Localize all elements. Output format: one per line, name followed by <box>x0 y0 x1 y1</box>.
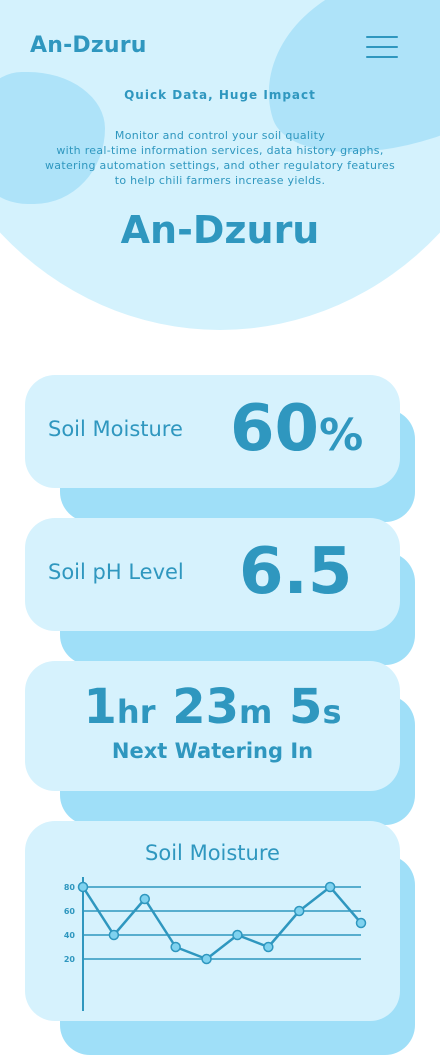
chart-data-point <box>355 917 367 929</box>
soil-moisture-card: Soil Moisture 60% <box>25 375 415 522</box>
soil-moisture-value: 60% <box>230 391 363 474</box>
soil-ph-card: Soil pH Level 6.5 <box>25 518 415 665</box>
soil-moisture-chart-card: Soil Moisture 80 60 40 20 <box>25 821 415 1055</box>
chart-data-point <box>170 941 181 953</box>
chart-series-line <box>81 885 362 961</box>
card-body: Soil pH Level 6.5 <box>25 518 400 631</box>
soil-ph-value: 6.5 <box>239 535 353 609</box>
chart-title: Soil Moisture <box>145 841 280 865</box>
description-line: with real-time information services, dat… <box>56 144 384 157</box>
soil-moisture-chart: 80 60 40 20 <box>64 877 367 1011</box>
countdown-hours: 1 <box>83 679 117 735</box>
hero-description: Monitor and control your soil quality wi… <box>20 128 420 188</box>
chart-y-tick-label: 80 <box>64 883 76 892</box>
hamburger-menu-icon[interactable] <box>366 36 400 60</box>
description-line: Monitor and control your soil quality <box>114 129 326 142</box>
countdown-seconds-unit: s <box>322 693 342 731</box>
countdown-seconds: 5 <box>289 679 323 735</box>
chart-data-point <box>232 929 243 941</box>
chart-data-point <box>108 929 120 941</box>
soil-moisture-number: 60 <box>230 392 320 466</box>
chart-data-point <box>263 941 274 953</box>
card-body: Soil Moisture 80 60 40 20 <box>25 821 400 1021</box>
chart-y-tick-label: 60 <box>64 907 76 916</box>
chart-data-point <box>293 905 305 917</box>
chart-y-tick-label: 40 <box>64 931 76 940</box>
card-body: Soil Moisture 60% <box>25 375 400 488</box>
soil-moisture-label: Soil Moisture <box>48 417 183 441</box>
card-body: 1hr 23m 5s Next Watering In <box>25 661 400 791</box>
hero-tagline: Quick Data, Huge Impact <box>124 88 316 102</box>
description-line: watering automation settings, and other … <box>45 159 395 172</box>
chart-data-point <box>77 881 89 893</box>
next-watering-card: 1hr 23m 5s Next Watering In <box>25 661 415 825</box>
chart-data-point <box>324 881 336 893</box>
countdown-minutes-unit: m <box>238 693 273 731</box>
watering-countdown: 1hr 23m 5s <box>25 679 400 740</box>
logo[interactable]: An-Dzuru <box>30 33 147 58</box>
countdown-minutes: 23 <box>172 679 239 735</box>
soil-moisture-unit: % <box>319 410 364 461</box>
chart-y-tick-label: 20 <box>64 955 76 964</box>
soil-ph-label: Soil pH Level <box>48 560 184 584</box>
hero-title: An-Dzuru <box>120 208 320 252</box>
next-watering-label: Next Watering In <box>111 739 314 763</box>
description-line: to help chili farmers increase yields. <box>114 174 326 187</box>
chart-data-point <box>139 893 151 905</box>
countdown-hours-unit: hr <box>116 693 156 731</box>
